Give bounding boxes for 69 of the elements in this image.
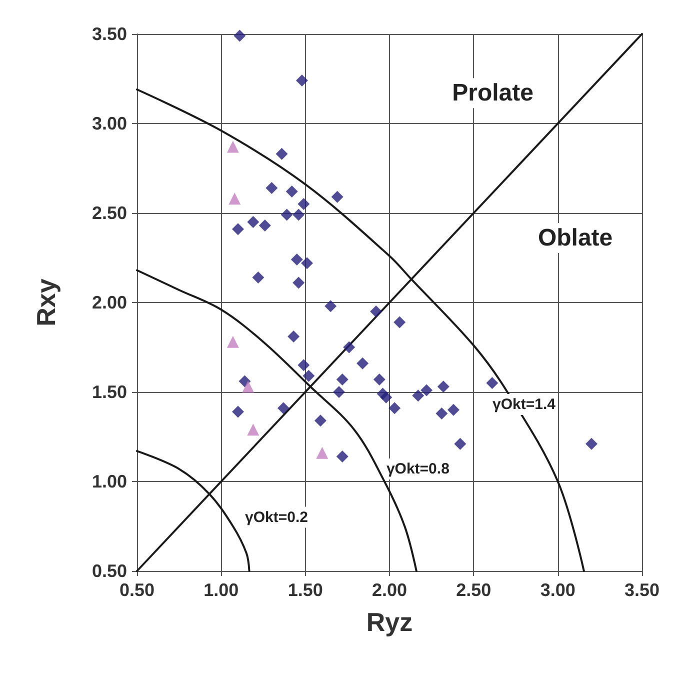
point [380, 391, 392, 404]
point [277, 402, 290, 414]
point [420, 384, 433, 396]
point [238, 375, 251, 388]
point [286, 186, 298, 198]
point [412, 390, 424, 402]
point [437, 380, 450, 393]
x-tick-label: 0.50 [119, 580, 155, 600]
annotation: γOkt=0.2 [245, 508, 308, 526]
point [290, 254, 303, 266]
point [228, 192, 241, 205]
point [343, 341, 356, 354]
point [247, 424, 260, 436]
point [336, 373, 348, 386]
point [242, 380, 254, 393]
point [388, 402, 401, 414]
point [234, 30, 246, 42]
point [394, 316, 406, 328]
x-tick-label: 2.00 [372, 580, 408, 600]
point [454, 438, 466, 450]
point [486, 377, 498, 390]
point [258, 220, 271, 232]
x-tick-label: 2.50 [456, 580, 492, 600]
point [298, 198, 310, 210]
point [247, 216, 260, 228]
point [316, 446, 328, 459]
x-tick-label: 1.00 [204, 580, 239, 600]
y-tick-label: 1.50 [92, 382, 127, 402]
point [226, 140, 239, 153]
y-tick-label: 2.50 [92, 203, 127, 223]
point [301, 257, 314, 270]
x-tick-label: 3.50 [624, 580, 660, 600]
point [292, 208, 305, 221]
y-tick-label: 3.00 [92, 114, 127, 134]
point [302, 370, 315, 382]
annotation: γOkt=1.4 [492, 396, 556, 414]
point [252, 271, 264, 284]
point [331, 190, 344, 203]
point [296, 74, 308, 87]
point [436, 407, 448, 420]
point [292, 276, 305, 289]
point [280, 208, 293, 221]
point [276, 148, 288, 160]
annotation: Prolate [452, 80, 534, 107]
point [288, 330, 300, 343]
point [373, 373, 386, 386]
x-tick-label: 3.00 [540, 580, 576, 600]
point [298, 359, 310, 372]
y-tick-label: 2.00 [92, 292, 127, 312]
point [356, 357, 369, 370]
point [232, 223, 244, 236]
point [232, 406, 244, 418]
x-axis-title: Ryz [366, 607, 413, 637]
point [586, 438, 598, 450]
point [333, 386, 345, 398]
x-tick-label: 1.50 [288, 580, 323, 600]
annotation: γOkt=0.8 [386, 460, 450, 478]
point [314, 414, 326, 427]
y-axis-title: Rxy [31, 278, 61, 326]
point [226, 336, 239, 348]
point [370, 305, 382, 318]
annotation: Oblate [538, 224, 613, 252]
y-tick-label: 3.50 [92, 24, 127, 44]
y-tick-label: 0.50 [92, 561, 127, 581]
point [447, 404, 460, 416]
point [336, 450, 348, 462]
point [324, 300, 337, 312]
point [266, 182, 278, 194]
y-tick-label: 1.00 [92, 472, 127, 492]
